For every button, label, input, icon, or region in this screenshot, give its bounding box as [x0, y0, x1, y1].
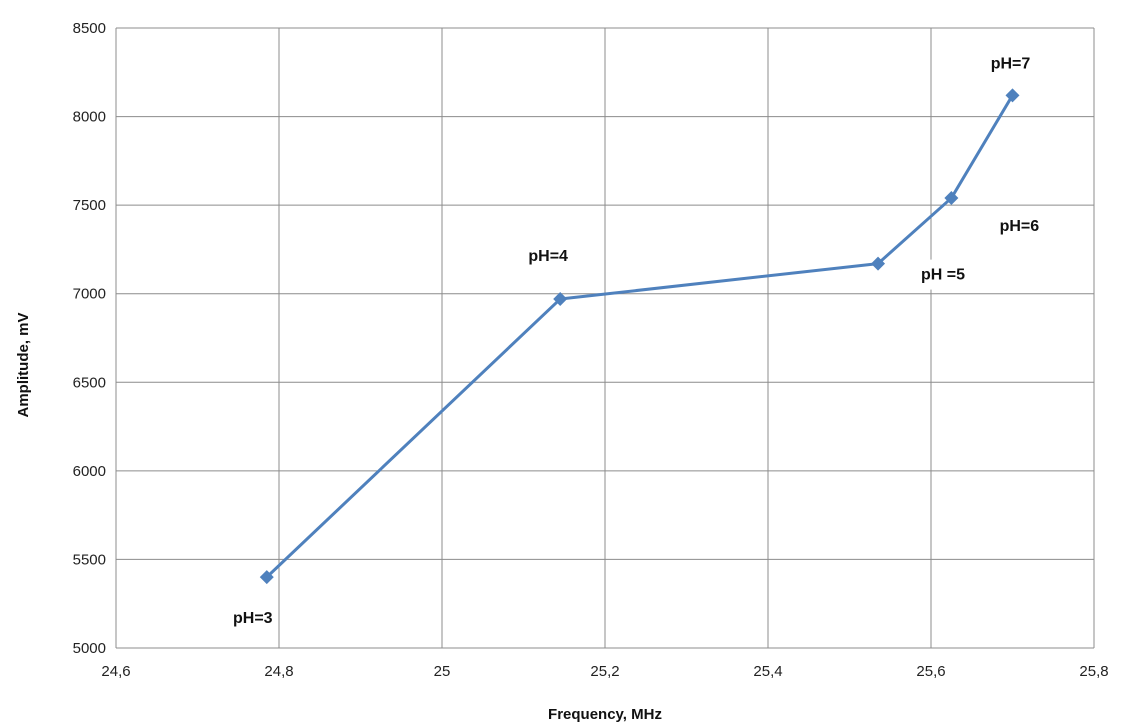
y-tick-label: 5000 [73, 640, 106, 657]
y-tick-label: 7500 [73, 197, 106, 214]
y-tick-label: 7000 [73, 286, 106, 303]
x-axis-ticks: 24,6 24,8 25 25,2 25,4 25,6 25,8 [101, 663, 1108, 680]
y-tick-label: 8000 [73, 109, 106, 126]
x-tick-label: 24,8 [264, 663, 293, 680]
series-group [259, 88, 1020, 585]
x-axis-title: Frequency, MHz [548, 706, 662, 723]
data-point-label: pH=3 [233, 610, 273, 627]
data-point-marker [259, 570, 274, 585]
point-label-background [961, 211, 1078, 242]
x-tick-label: 25 [434, 663, 451, 680]
x-tick-label: 25,8 [1079, 663, 1108, 680]
x-tick-label: 24,6 [101, 663, 130, 680]
y-tick-label: 6000 [73, 463, 106, 480]
x-tick-label: 25,6 [916, 663, 945, 680]
y-tick-label: 5500 [73, 551, 106, 568]
data-point-marker [553, 292, 568, 307]
grid [115, 27, 1095, 649]
data-point-label: pH=4 [528, 248, 568, 265]
data-point-label: pH=6 [1000, 218, 1040, 235]
y-tick-label: 8500 [73, 20, 106, 37]
y-tick-label: 6500 [73, 374, 106, 391]
x-tick-label: 25,4 [753, 663, 782, 680]
data-point-label: pH=7 [991, 55, 1031, 72]
y-axis-title: Amplitude, mV [15, 312, 32, 417]
point-label-background [885, 259, 1002, 290]
data-point-marker [1005, 88, 1020, 103]
y-axis-ticks: 5000 5500 6000 6500 7000 7500 8000 8500 [73, 20, 106, 657]
data-point-marker [944, 191, 959, 206]
point-labels: pH=3 pH=4 pH =5 pH=6 pH=7 [233, 55, 1078, 627]
data-point-label: pH =5 [921, 267, 965, 284]
series-line [265, 94, 1014, 579]
x-tick-label: 25,2 [590, 663, 619, 680]
data-point-marker [871, 256, 886, 271]
